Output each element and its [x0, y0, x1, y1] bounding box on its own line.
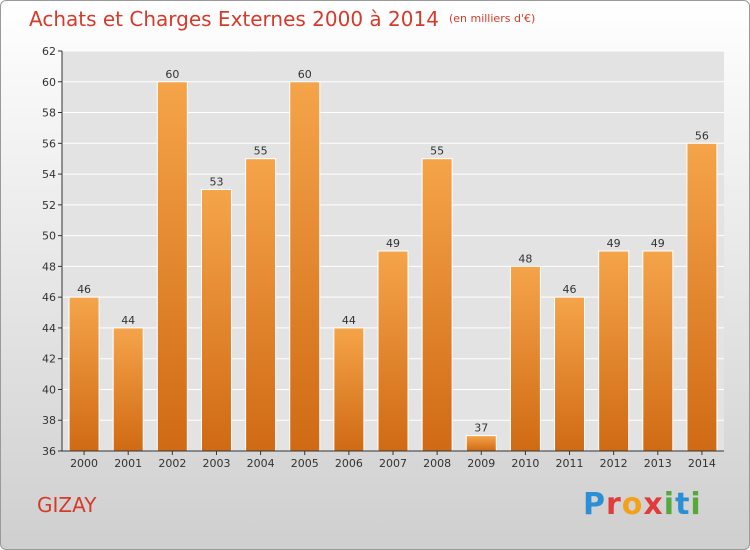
x-tick-label: 2004	[247, 457, 275, 470]
x-tick-label: 2003	[202, 457, 230, 470]
y-tick-label: 42	[42, 353, 56, 366]
bar-value-label: 53	[209, 175, 223, 188]
bar-value-label: 44	[342, 314, 356, 327]
logo-letter: x	[643, 487, 664, 522]
chart-subtitle: (en milliers d'€)	[448, 12, 536, 25]
logo-letter: o	[621, 487, 644, 522]
x-tick-label: 2002	[158, 457, 186, 470]
x-tick-label: 2006	[335, 457, 363, 470]
bar-2000	[68, 296, 100, 452]
commune-name: GIZAY	[37, 493, 97, 517]
y-tick-label: 44	[42, 322, 56, 335]
bar-2010	[509, 265, 541, 452]
bar-value-label: 55	[254, 145, 268, 158]
y-tick-label: 54	[42, 168, 56, 181]
y-tick-label: 60	[42, 76, 56, 89]
bar-2013	[642, 250, 674, 452]
x-tick-label: 2014	[688, 457, 716, 470]
bar-2012	[598, 250, 630, 452]
y-tick-label: 38	[42, 414, 56, 427]
logo-letter: i	[690, 487, 702, 522]
bar-2011	[554, 296, 586, 452]
y-tick-label: 50	[42, 230, 56, 243]
y-tick-label: 56	[42, 137, 56, 150]
bar-value-label: 46	[77, 283, 91, 296]
bar-value-labels: 46 44 60 53 55 60 44 49 55 37 48 46 49 49 56	[77, 68, 709, 435]
x-tick-label: 2007	[379, 457, 407, 470]
bar-value-label: 60	[298, 68, 312, 81]
bar-value-label: 55	[430, 145, 444, 158]
bar-2001	[112, 327, 144, 452]
x-tick-label: 2008	[423, 457, 451, 470]
x-tick-label: 2005	[291, 457, 319, 470]
y-tick-label: 58	[42, 107, 56, 120]
bar-value-label: 49	[386, 237, 400, 250]
x-tick-label: 2012	[600, 457, 628, 470]
bar-2003	[200, 188, 232, 452]
x-tick-label: 2009	[467, 457, 495, 470]
chart-title-text: Achats et Charges Externes 2000 à 2014	[29, 7, 439, 31]
bar-2008	[421, 158, 453, 452]
bar-value-label: 56	[695, 129, 709, 142]
bar-value-label: 48	[518, 252, 532, 265]
bar-value-label: 37	[474, 422, 488, 435]
bar-value-label: 60	[165, 68, 179, 81]
x-tick-label: 2000	[70, 457, 98, 470]
bar-2005	[289, 81, 321, 452]
chart-title: Achats et Charges Externes 2000 à 2014 (e…	[29, 7, 535, 31]
y-tick-label: 52	[42, 199, 56, 212]
x-tick-label: 2011	[556, 457, 584, 470]
logo-letter: t	[675, 487, 691, 522]
bar-2009	[465, 435, 497, 452]
logo-letter: P	[583, 487, 606, 522]
bar-2007	[377, 250, 409, 452]
bar-2002	[156, 81, 188, 452]
y-tick-label: 46	[42, 291, 56, 304]
proxiti-logo: Proxiti	[583, 487, 702, 522]
bar-value-label: 49	[651, 237, 665, 250]
bar-value-label: 44	[121, 314, 135, 327]
bar-2004	[245, 158, 277, 452]
bar-value-label: 49	[607, 237, 621, 250]
y-tick-label: 48	[42, 260, 56, 273]
bar-2006	[333, 327, 365, 452]
x-axis-ticks: 2000 2001 2002 2003 2004 2005 2006 2007 2008 2009…	[70, 451, 716, 470]
y-tick-label: 36	[42, 445, 56, 458]
x-tick-label: 2013	[644, 457, 672, 470]
y-axis-ticks: 36 38 40 42 44 46 48 50 52 54 56 58 60 62	[42, 45, 62, 458]
logo-letter: i	[663, 487, 676, 522]
x-tick-label: 2010	[511, 457, 539, 470]
y-tick-label: 62	[42, 45, 56, 58]
bar-value-label: 46	[563, 283, 577, 296]
x-tick-label: 2001	[114, 457, 142, 470]
y-tick-label: 40	[42, 383, 56, 396]
bar-2014	[686, 142, 718, 452]
logo-letter: r	[606, 487, 622, 522]
